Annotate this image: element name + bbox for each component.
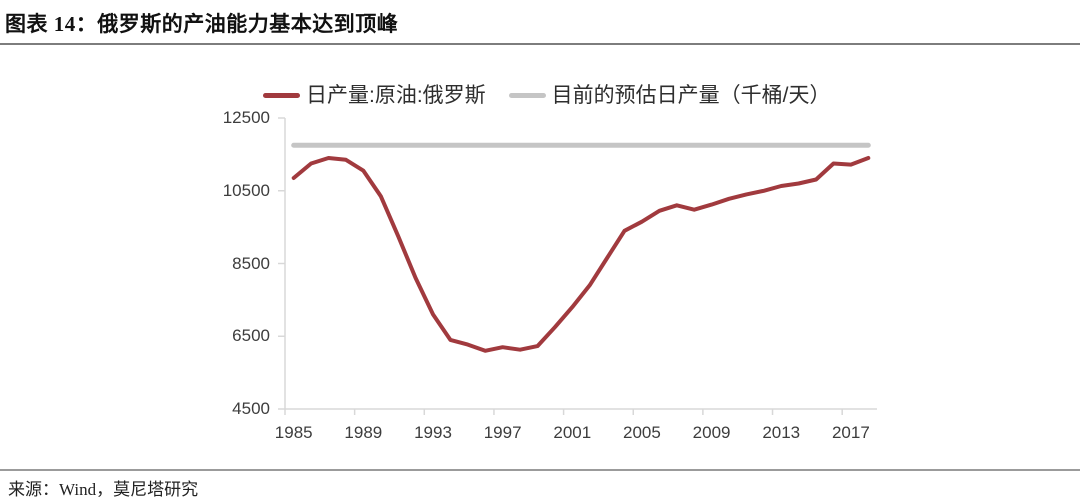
reference-line-swatch	[508, 93, 546, 98]
chart-legend: 日产量:原油:俄罗斯 目前的预估日产量（千桶/天）	[263, 84, 831, 107]
series-line-russia-crude	[291, 156, 871, 353]
legend-label-estimate: 目前的预估日产量（千桶/天）	[551, 84, 831, 107]
series-line-swatch	[263, 93, 300, 98]
source-note: 来源：Wind，莫尼塔研究	[8, 480, 199, 499]
legend-label-production: 日产量:原油:俄罗斯	[306, 84, 486, 107]
legend-item-estimate: 目前的预估日产量（千桶/天）	[508, 84, 831, 107]
title-divider	[0, 43, 1080, 45]
chart-title: 图表 14：俄罗斯的产油能力基本达到顶峰	[5, 12, 399, 36]
footer-divider	[0, 469, 1080, 471]
legend-item-production: 日产量:原油:俄罗斯	[263, 84, 486, 107]
